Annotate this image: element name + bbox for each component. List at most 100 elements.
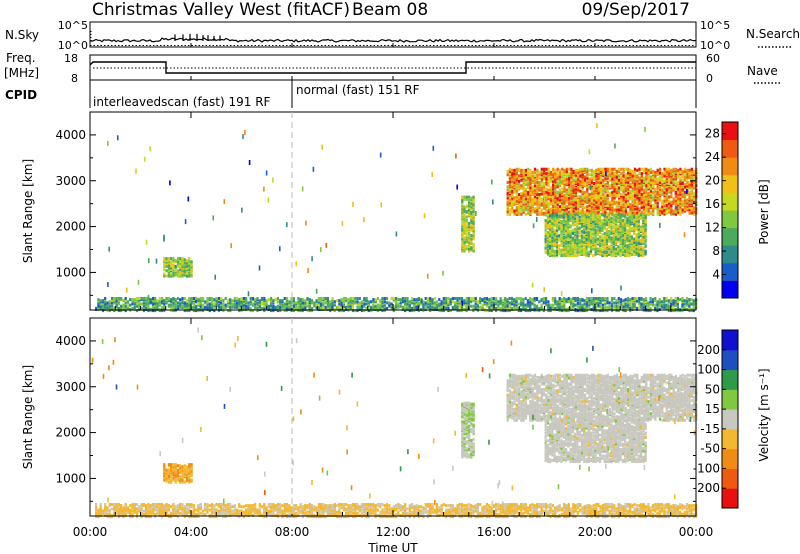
data-cell [329,304,332,308]
data-cell [668,178,671,182]
data-cell [379,299,382,303]
data-cell [558,190,562,194]
data-cell [588,306,591,310]
data-cell [349,297,352,300]
nsky-tick-bottom: 10^0 [58,39,88,52]
data-cell [449,309,452,313]
data-cell [531,197,534,201]
data-cell [488,298,491,302]
data-cell [576,297,579,300]
data-cell [647,171,650,174]
data-cell [670,186,673,190]
data-cell [172,260,175,264]
data-cell [640,210,643,214]
data-cell [553,218,556,222]
data-cell [424,301,427,305]
data-cell [549,238,552,242]
data-cell [570,184,573,188]
data-cell [399,301,402,305]
data-cell [558,234,561,238]
data-cell [279,302,282,306]
data-cell [577,168,580,172]
data-cell [549,195,552,199]
data-cell [613,178,616,182]
data-cell [561,167,564,171]
data-cell [638,297,641,300]
data-cell [317,299,320,303]
data-cell [585,237,588,241]
data-cell [555,228,559,232]
data-cell [620,185,623,189]
data-cell [568,201,571,205]
data-cell [585,250,588,254]
data-cell [215,299,218,303]
data-cell [562,235,565,239]
data-cell [672,197,675,201]
data-cell [376,297,379,300]
data-cell [483,300,486,304]
data-cell [624,304,627,308]
data-cell [338,305,341,309]
data-cell [579,302,582,306]
data-cell [433,306,436,310]
data-cell [574,243,577,247]
data-cell [572,184,575,188]
data-cell [679,198,682,202]
data-cell [547,191,550,195]
data-cell [565,245,568,249]
data-cell [288,304,291,308]
data-cell [567,240,570,244]
data-cell [622,200,625,204]
data-cell [652,196,655,200]
data-cell [458,305,461,309]
data-cell [681,202,684,206]
data-cell [633,302,636,306]
data-cell [499,309,502,313]
data-cell [654,205,657,209]
data-cell [517,297,520,300]
data-cell [167,303,170,307]
data-cell [163,272,166,276]
data-cell [626,300,629,304]
data-cell [569,229,572,233]
data-cell [458,303,461,307]
data-cell [627,194,630,198]
data-cell [376,303,379,307]
data-cell [593,206,596,210]
data-cell [495,309,498,313]
data-cell [652,207,655,211]
data-cell [636,201,639,205]
data-cell [518,186,521,190]
data-cell [404,301,407,305]
data-cell [324,305,327,309]
data-cell [215,297,218,300]
data-cell [567,229,570,233]
data-cell [499,299,502,303]
data-cell [301,301,304,305]
data-cell [571,247,574,251]
data-cell [349,299,352,303]
data-cell [613,304,616,308]
data-cell [681,199,684,203]
data-cell [604,204,607,207]
data-cell [458,309,461,313]
data-cell [274,298,277,302]
data-cell [578,234,581,238]
data-cell [463,303,466,307]
data-cell [549,220,552,223]
data-cell [599,167,602,171]
data-cell [472,200,475,203]
data-cell [499,297,502,300]
data-cell [524,193,527,196]
data-cell [558,303,561,307]
data-cell [583,250,586,254]
data-cell [470,304,473,308]
data-cell [581,197,584,201]
data-cell [586,187,589,191]
data-cell [501,309,504,313]
data-cell [617,304,620,308]
data-cell [538,176,541,180]
data-cell [576,227,579,231]
data-cell [129,298,132,302]
data-cell [580,246,584,250]
